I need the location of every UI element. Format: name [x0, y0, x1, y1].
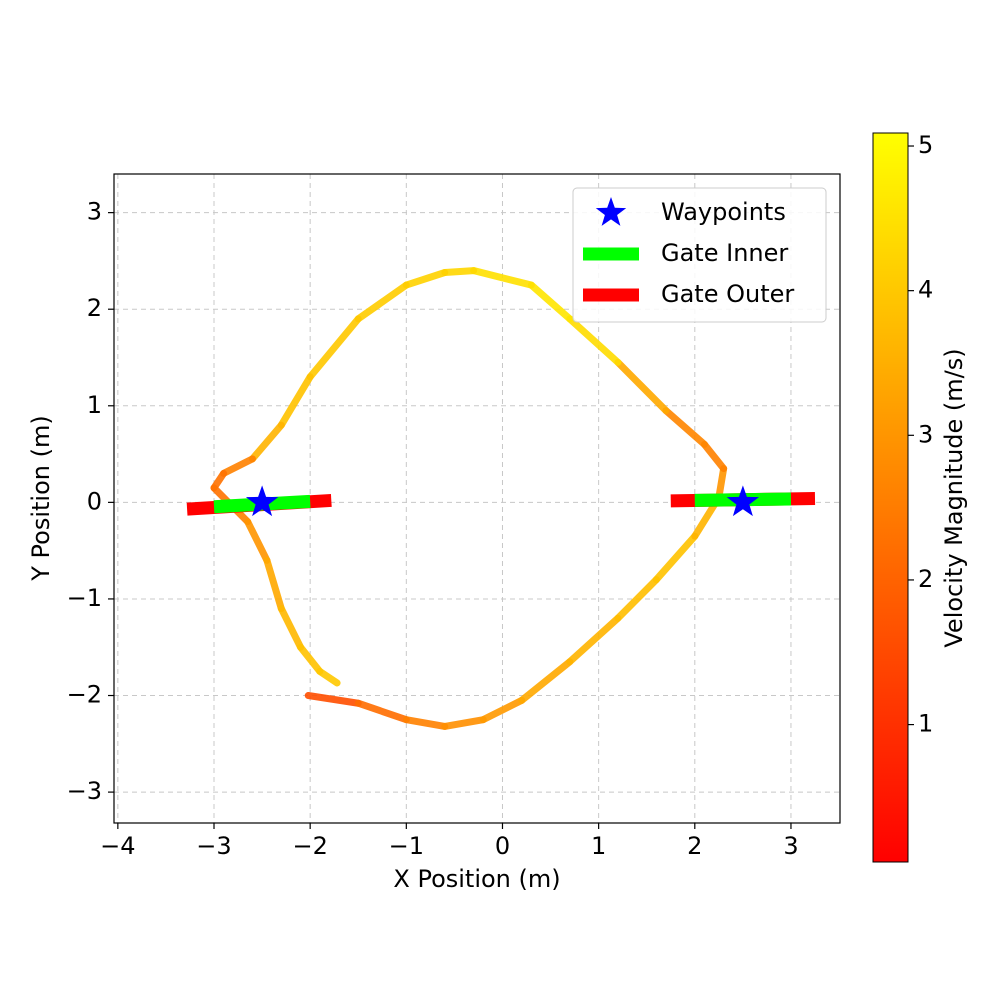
trajectory-segment: [402, 269, 449, 289]
x-tick-label: −1: [389, 832, 424, 860]
legend-label: Gate Inner: [661, 239, 788, 267]
waypoint: [245, 485, 279, 517]
legend-label: Waypoints: [661, 198, 786, 226]
trajectory-segment: [566, 315, 622, 366]
x-tick-label: 3: [783, 832, 798, 860]
trajectory-segment: [441, 267, 478, 277]
trajectory-segment: [248, 421, 285, 463]
colorbar: [872, 132, 909, 863]
x-tick-label: 0: [495, 832, 510, 860]
trajectory-segment: [700, 440, 728, 473]
trajectory-segment: [441, 716, 487, 730]
y-tick-label: 2: [87, 294, 102, 322]
trajectory-segment: [316, 667, 341, 687]
colorbar-tick-label: 3: [918, 420, 933, 448]
y-tick-label: −3: [67, 777, 102, 805]
trajectory-segment: [479, 696, 526, 724]
colorbar-tick-label: 2: [918, 565, 933, 593]
trajectory-segment: [220, 455, 256, 477]
legend-marker: [595, 197, 627, 226]
trajectory-segment: [614, 358, 670, 415]
x-tick-label: −3: [196, 832, 231, 860]
y-tick-label: −1: [67, 584, 102, 612]
trajectory-segment: [354, 281, 410, 323]
colorbar-tick-label: 5: [918, 131, 933, 159]
x-tick-label: 2: [687, 832, 702, 860]
y-tick-label: 0: [87, 487, 102, 515]
trajectory-segment: [304, 692, 362, 707]
y-axis-label: Y Position (m): [27, 415, 55, 581]
trajectory-segment: [263, 556, 285, 613]
colorbar-tick-label: 4: [918, 276, 933, 304]
plot-frame: [113, 173, 841, 824]
colorbar-tick-label: 1: [918, 710, 933, 738]
trajectory-segment: [354, 699, 410, 724]
waypoint: [726, 485, 759, 517]
x-tick-label: −4: [100, 832, 135, 860]
x-tick-label: 1: [591, 832, 606, 860]
trajectory-segment: [306, 315, 362, 381]
y-tick-label: 1: [87, 391, 102, 419]
legend-label: Gate Outer: [661, 280, 794, 308]
trajectory-segment: [527, 281, 574, 323]
trajectory-segment: [518, 658, 574, 704]
trajectory-segment: [402, 716, 449, 730]
trajectory-segment: [277, 605, 305, 651]
trajectory-segment: [277, 373, 314, 429]
trajectory-segment: [244, 518, 271, 564]
x-axis-label: X Position (m): [393, 865, 560, 893]
y-tick-label: 3: [87, 198, 102, 226]
trajectory-segment: [652, 532, 699, 584]
x-tick-label: −2: [292, 832, 327, 860]
trajectory-segment: [662, 407, 708, 448]
trajectory-segment: [566, 614, 622, 666]
trajectory-segment: [297, 643, 324, 675]
trajectory-segment: [715, 465, 728, 502]
colorbar-label: Velocity Magnitude (m/s): [940, 348, 968, 647]
trajectory-segment: [614, 576, 660, 622]
trajectory-segment: [470, 267, 535, 289]
y-tick-label: −2: [67, 681, 102, 709]
